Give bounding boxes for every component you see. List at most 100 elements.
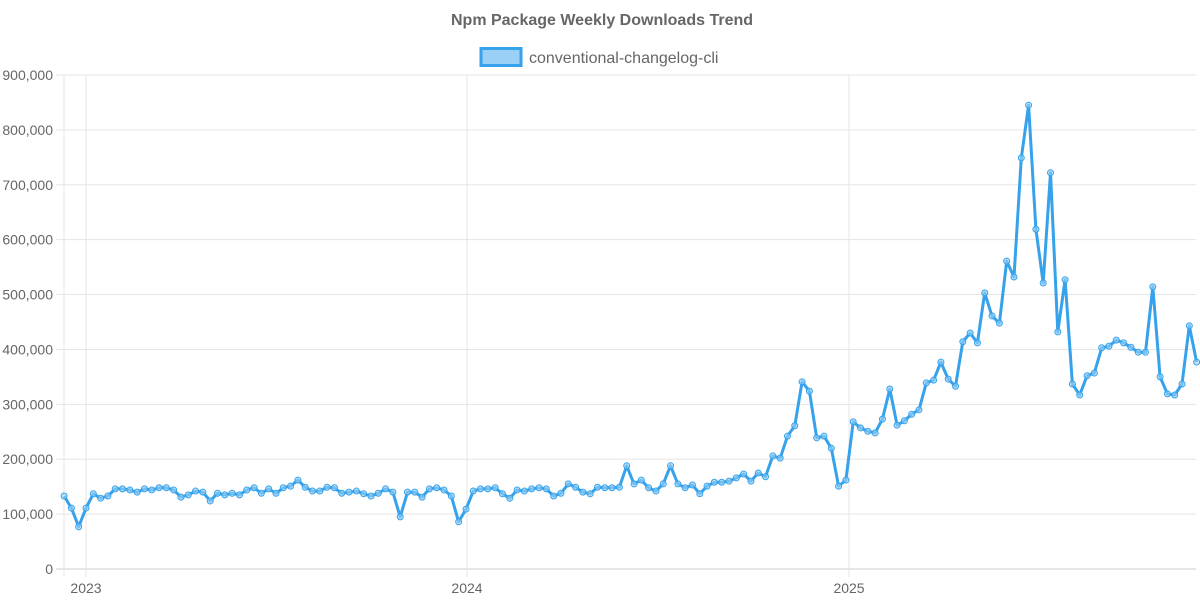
data-point[interactable] xyxy=(389,488,397,496)
data-point[interactable] xyxy=(645,484,653,492)
data-point[interactable] xyxy=(309,487,317,495)
data-point[interactable] xyxy=(243,486,251,494)
data-point[interactable] xyxy=(930,376,938,384)
data-point[interactable] xyxy=(718,478,726,486)
data-point[interactable] xyxy=(593,483,601,491)
data-point[interactable] xyxy=(886,385,894,393)
data-point[interactable] xyxy=(119,485,127,493)
data-point[interactable] xyxy=(250,484,258,492)
data-point[interactable] xyxy=(747,477,755,485)
data-point[interactable] xyxy=(199,488,207,496)
data-point[interactable] xyxy=(97,494,105,502)
data-point[interactable] xyxy=(813,434,821,442)
data-point[interactable] xyxy=(272,489,280,497)
data-point[interactable] xyxy=(294,476,302,484)
data-point[interactable] xyxy=(126,486,134,494)
data-point[interactable] xyxy=(740,470,748,478)
data-point[interactable] xyxy=(988,312,996,320)
data-point[interactable] xyxy=(535,484,543,492)
data-point[interactable] xyxy=(1112,336,1120,344)
data-point[interactable] xyxy=(1054,328,1062,336)
data-point[interactable] xyxy=(425,485,433,493)
data-point[interactable] xyxy=(1025,101,1033,109)
data-point[interactable] xyxy=(542,485,550,493)
data-point[interactable] xyxy=(265,485,273,493)
data-point[interactable] xyxy=(228,489,236,497)
data-point[interactable] xyxy=(352,487,360,495)
data-point[interactable] xyxy=(674,480,682,488)
data-point[interactable] xyxy=(257,489,265,497)
data-point[interactable] xyxy=(805,387,813,395)
data-point[interactable] xyxy=(214,489,222,497)
data-point[interactable] xyxy=(1120,339,1128,347)
data-point[interactable] xyxy=(484,485,492,493)
data-point[interactable] xyxy=(148,486,156,494)
data-point[interactable] xyxy=(857,424,865,432)
data-point[interactable] xyxy=(908,410,916,418)
data-point[interactable] xyxy=(922,379,930,387)
data-point[interactable] xyxy=(995,319,1003,327)
data-point[interactable] xyxy=(462,505,470,513)
data-point[interactable] xyxy=(944,375,952,383)
data-point[interactable] xyxy=(762,473,770,481)
data-point[interactable] xyxy=(732,474,740,482)
data-point[interactable] xyxy=(959,338,967,346)
data-point[interactable] xyxy=(440,486,448,494)
data-point[interactable] xyxy=(1090,369,1098,377)
data-point[interactable] xyxy=(1003,257,1011,265)
data-point[interactable] xyxy=(89,490,97,498)
data-point[interactable] xyxy=(1149,283,1157,291)
data-point[interactable] xyxy=(60,492,68,500)
data-point[interactable] xyxy=(67,504,75,512)
data-point[interactable] xyxy=(184,491,192,499)
data-point[interactable] xyxy=(447,492,455,500)
data-point[interactable] xyxy=(1185,322,1193,330)
data-point[interactable] xyxy=(162,484,170,492)
data-point[interactable] xyxy=(791,422,799,430)
data-point[interactable] xyxy=(966,329,974,337)
data-point[interactable] xyxy=(177,493,185,501)
data-point[interactable] xyxy=(579,488,587,496)
data-point[interactable] xyxy=(1083,372,1091,380)
data-point[interactable] xyxy=(1178,380,1186,388)
data-point[interactable] xyxy=(630,480,638,488)
data-point[interactable] xyxy=(586,490,594,498)
data-point[interactable] xyxy=(1141,348,1149,356)
data-point[interactable] xyxy=(374,489,382,497)
data-point[interactable] xyxy=(404,488,412,496)
data-point[interactable] xyxy=(681,484,689,492)
data-point[interactable] xyxy=(301,483,309,491)
data-point[interactable] xyxy=(1163,390,1171,398)
data-point[interactable] xyxy=(513,486,521,494)
data-point[interactable] xyxy=(506,494,514,502)
data-point[interactable] xyxy=(1193,358,1200,366)
data-point[interactable] xyxy=(710,478,718,486)
data-point[interactable] xyxy=(418,493,426,501)
data-point[interactable] xyxy=(520,487,528,495)
data-point[interactable] xyxy=(433,484,441,492)
data-point[interactable] xyxy=(842,476,850,484)
data-point[interactable] xyxy=(659,480,667,488)
data-point[interactable] xyxy=(973,339,981,347)
data-point[interactable] xyxy=(323,483,331,491)
data-point[interactable] xyxy=(1171,391,1179,399)
data-point[interactable] xyxy=(1010,273,1018,281)
data-point[interactable] xyxy=(900,417,908,425)
data-point[interactable] xyxy=(1068,380,1076,388)
data-point[interactable] xyxy=(703,482,711,490)
data-point[interactable] xyxy=(75,523,83,531)
data-point[interactable] xyxy=(1039,279,1047,287)
data-point[interactable] xyxy=(528,485,536,493)
data-point[interactable] xyxy=(316,487,324,495)
data-point[interactable] xyxy=(330,484,338,492)
data-point[interactable] xyxy=(776,454,784,462)
data-point[interactable] xyxy=(615,483,623,491)
data-point[interactable] xyxy=(1032,225,1040,233)
data-point[interactable] xyxy=(820,432,828,440)
data-point[interactable] xyxy=(1127,343,1135,351)
data-point[interactable] xyxy=(1105,342,1113,350)
data-point[interactable] xyxy=(667,462,675,470)
data-point[interactable] xyxy=(235,491,243,499)
data-point[interactable] xyxy=(827,444,835,452)
data-point[interactable] xyxy=(637,476,645,484)
